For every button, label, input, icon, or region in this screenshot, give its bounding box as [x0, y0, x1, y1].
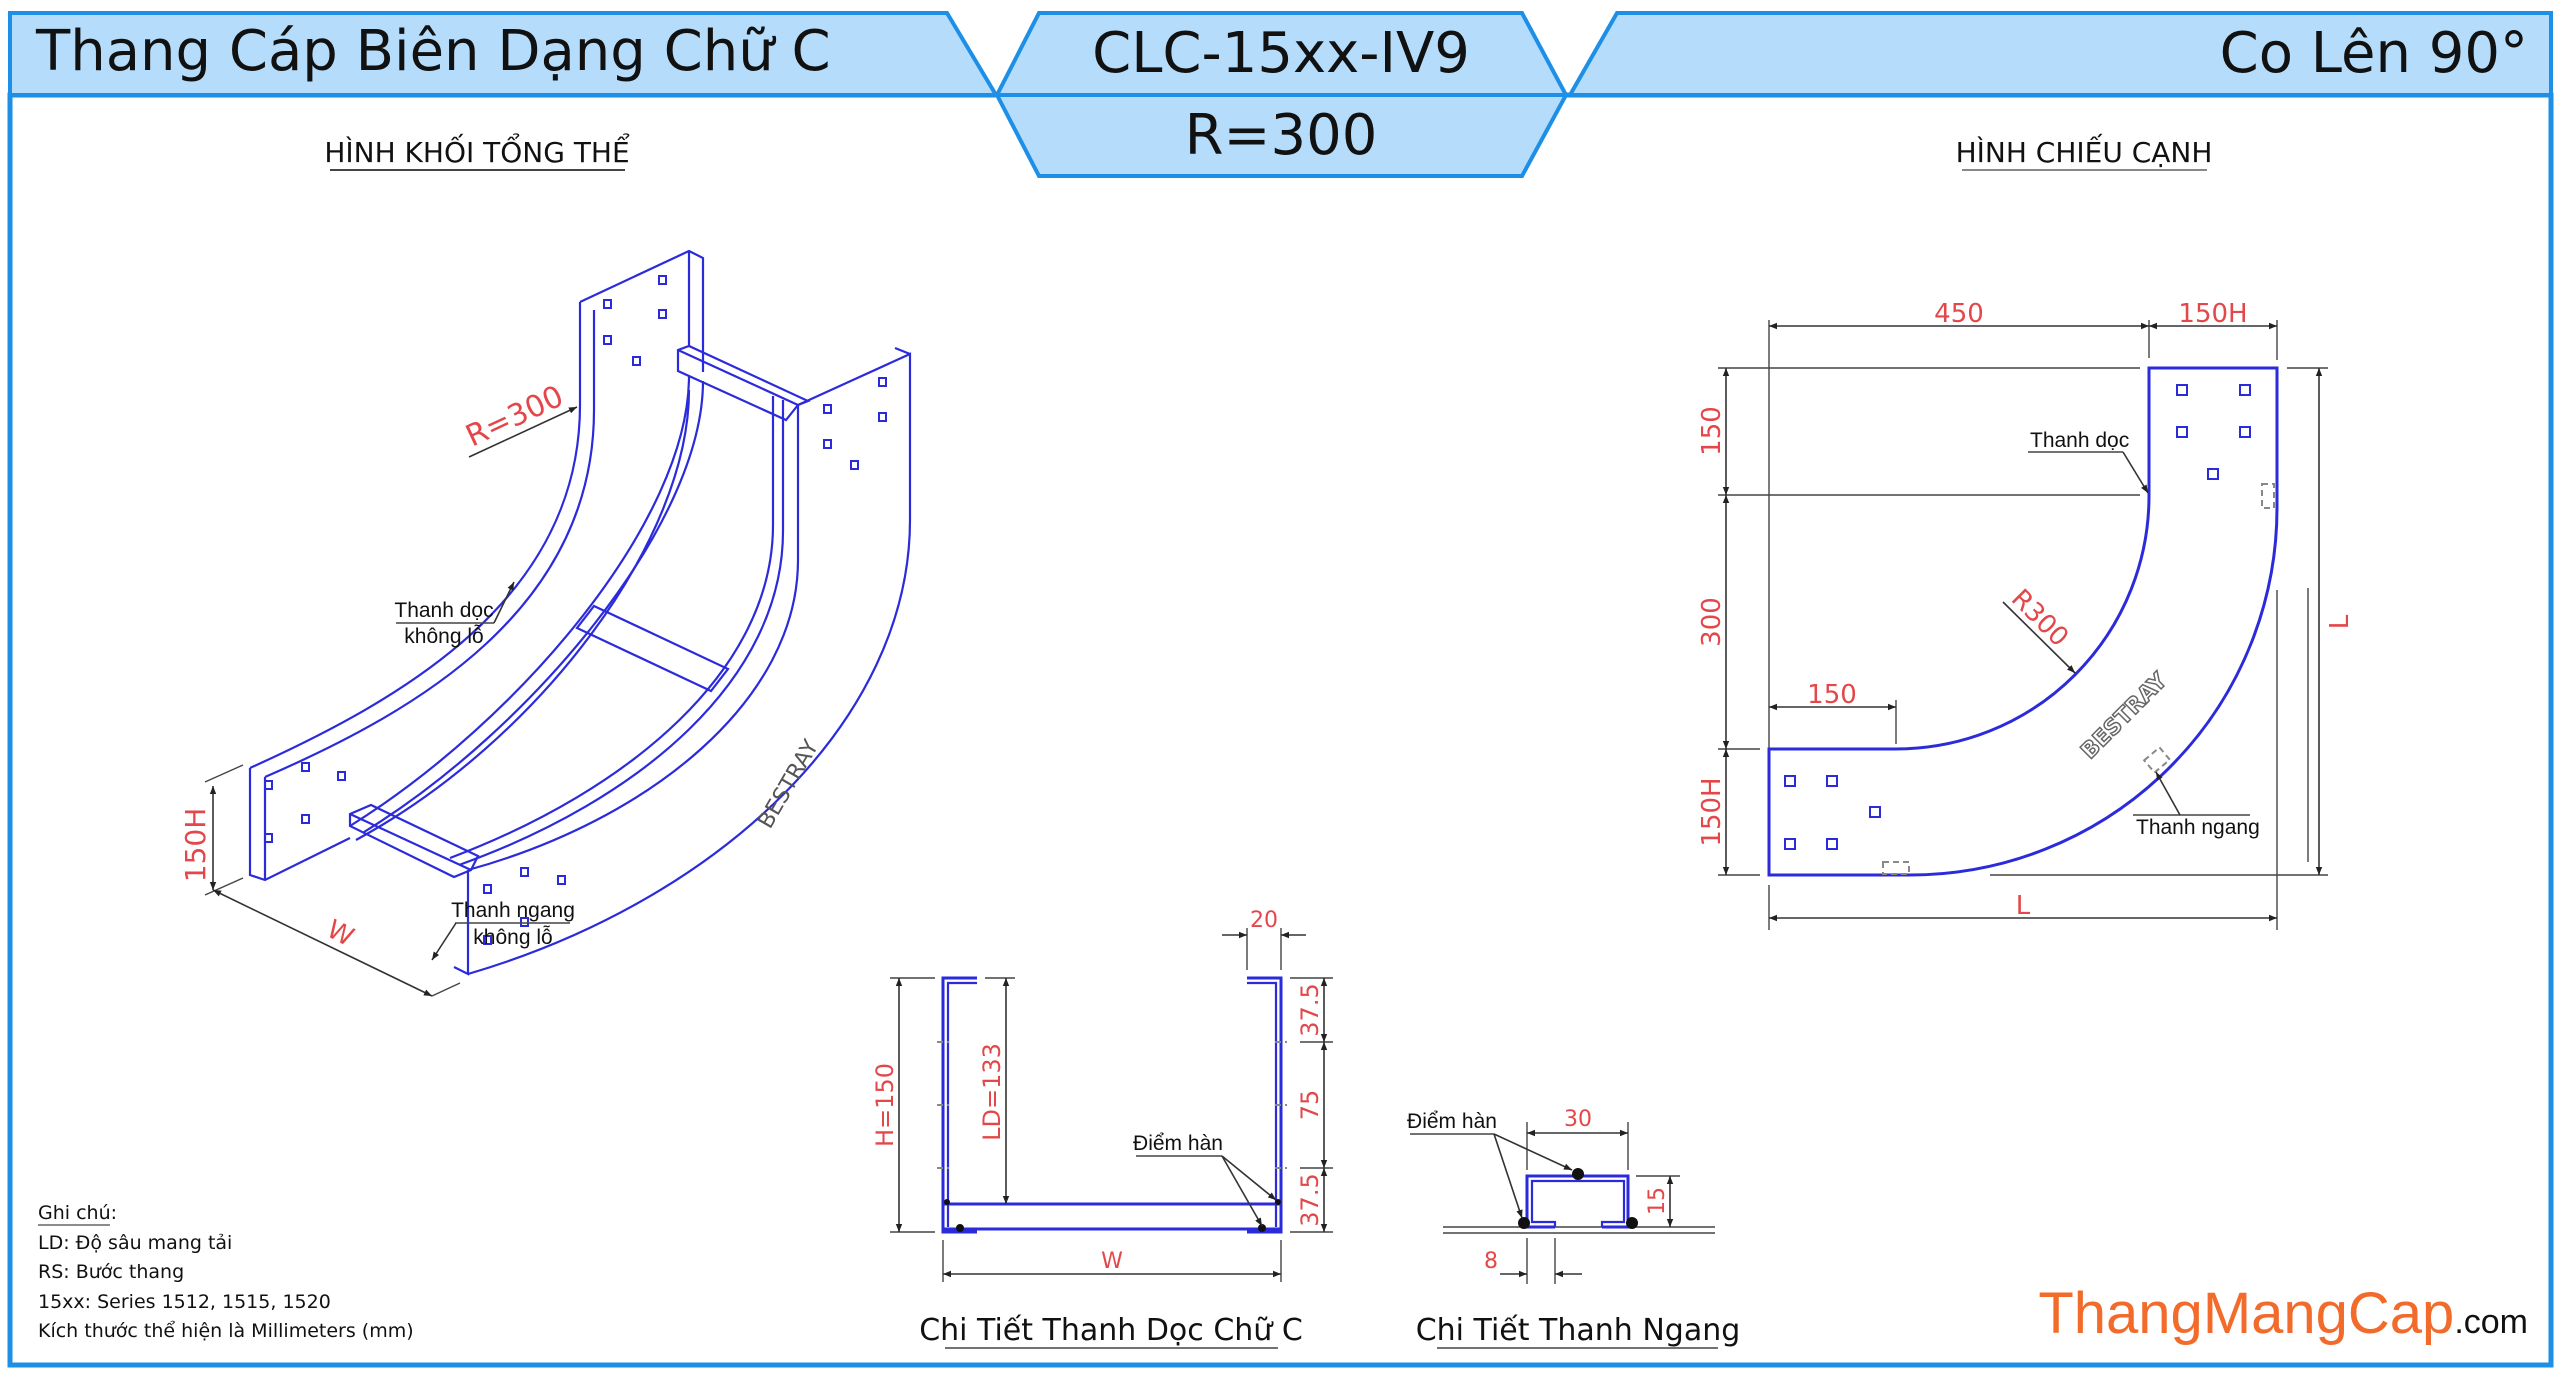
- width-dimension: W: [322, 915, 359, 953]
- product-title: Thang Cáp Biên Dạng Chữ C: [35, 19, 831, 84]
- dim-lip: 20: [1250, 908, 1278, 933]
- header-right-panel: [1566, 11, 2553, 97]
- mounting-holes: [264, 275, 887, 945]
- radius-value: R=300: [1185, 103, 1378, 168]
- note-line: RS: Bước thang: [38, 1261, 184, 1283]
- side-rail-label-sub: không lỗ: [404, 625, 483, 648]
- title-header: Thang Cáp Biên Dạng Chữ C CLC-15xx-IV9 R…: [8, 11, 2553, 178]
- model-code: CLC-15xx-IV9: [1092, 21, 1470, 86]
- dim-load-depth: LD=133: [978, 1043, 1006, 1141]
- dim-450: 450: [1934, 299, 1984, 329]
- dim-l-right: L: [2325, 614, 2355, 629]
- dim-rung-width: 30: [1564, 1107, 1592, 1132]
- dim-top-segment: 37.5: [1296, 983, 1324, 1036]
- note-line: 15xx: Series 1512, 1515, 1520: [38, 1291, 331, 1313]
- isometric-view: BESTRAY R=300 Thanh dọc không lỗ Thanh n…: [179, 249, 912, 997]
- dim-150-inner: 150: [1807, 680, 1857, 710]
- logo-text: ThangMangCap: [2038, 1281, 2454, 1346]
- side-view-title: HÌNH CHIẾU CẠNH: [1956, 132, 2213, 169]
- logo-wordmark: ThangMangCap.com: [2038, 1281, 2528, 1346]
- isometric-view-title: HÌNH KHỐI TỔNG THỂ: [324, 132, 630, 169]
- dim-150-left: 150: [1697, 406, 1727, 456]
- radius-dimension: R=300: [461, 379, 569, 454]
- weld-point-label: Điểm hàn: [1133, 1132, 1223, 1155]
- notes-heading: Ghi chú:: [38, 1202, 117, 1224]
- c-channel-title: Chi Tiết Thanh Dọc Chữ C: [919, 1313, 1303, 1348]
- brand-marking: BESTRAY: [754, 736, 825, 833]
- dim-150h-top: 150H: [2178, 299, 2247, 329]
- height-dimension: 150H: [179, 808, 212, 883]
- brand-marking: BESTRAY: [2077, 668, 2174, 765]
- side-view: 450 150H 150 300 150H 150 L L R300 Thanh…: [1697, 299, 2355, 930]
- rung-detail: 30 15 8 Điểm hàn Chi Tiết Thanh Ngang: [1407, 1107, 1741, 1349]
- dim-mid-segment: 75: [1296, 1090, 1324, 1121]
- rung-title: Chi Tiết Thanh Ngang: [1416, 1313, 1741, 1348]
- logo: ThangMangCap.com: [2038, 1281, 2528, 1346]
- dim-150h-left: 150H: [1697, 777, 1727, 846]
- notes: Ghi chú: LD: Độ sâu mang tải RS: Bước th…: [38, 1202, 414, 1342]
- dim-bottom-segment: 37.5: [1296, 1173, 1324, 1226]
- side-rail-label: Thanh dọc: [394, 599, 493, 622]
- mounting-holes: [1784, 384, 2251, 850]
- c-channel-detail: H=150 LD=133 37.5 75 37.5 20 W Điểm hàn …: [871, 908, 1333, 1349]
- dim-rung-lip: 8: [1484, 1249, 1498, 1274]
- weld-point-label: Điểm hàn: [1407, 1110, 1497, 1133]
- bend-type: Co Lên 90°: [2220, 21, 2528, 86]
- dim-rung-height: 15: [1645, 1187, 1670, 1215]
- dim-width: W: [1101, 1249, 1123, 1274]
- side-rail-label: Thanh dọc: [2030, 429, 2129, 452]
- dim-300: 300: [1697, 597, 1727, 647]
- note-line: Kích thước thể hiện là Millimeters (mm): [38, 1320, 414, 1342]
- rung-label-sub: không lỗ: [473, 926, 552, 949]
- radius-dimension: R300: [2005, 584, 2074, 653]
- logo-suffix: .com: [2454, 1303, 2528, 1341]
- note-line: LD: Độ sâu mang tải: [38, 1232, 232, 1254]
- dim-l-bottom: L: [2016, 891, 2031, 921]
- rung-label: Thanh ngang: [2136, 816, 2260, 839]
- rung-label: Thanh ngang: [451, 899, 575, 922]
- dim-height: H=150: [871, 1063, 899, 1147]
